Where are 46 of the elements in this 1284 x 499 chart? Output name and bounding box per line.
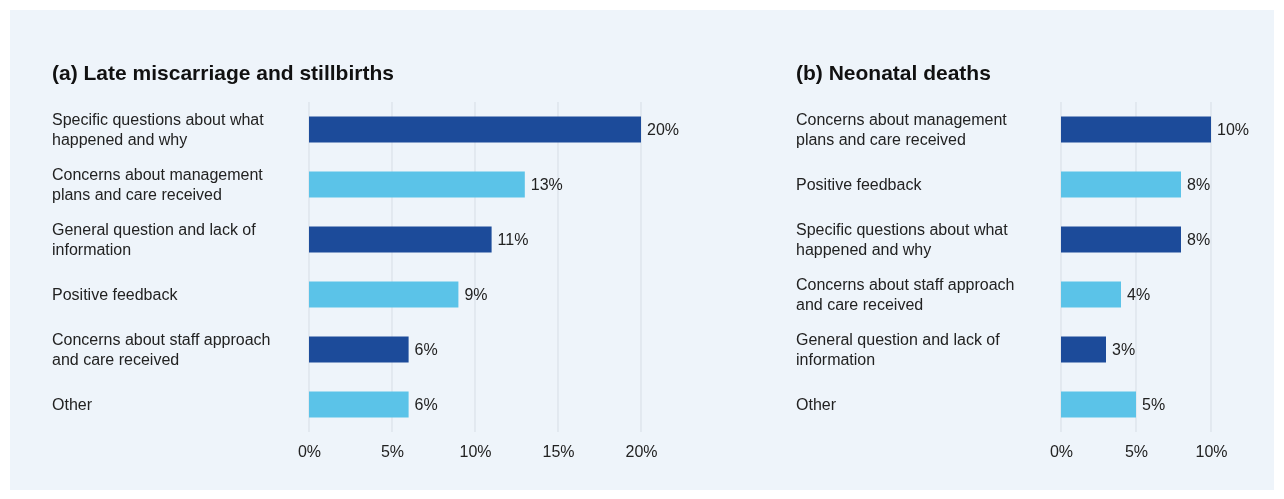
data-label: 5% (1142, 396, 1166, 414)
y-tick-label: Positive feedback (52, 286, 179, 304)
y-tick-label: Other (52, 396, 93, 414)
x-tick-label: 10% (1195, 443, 1228, 461)
y-tick-label: Concerns about staff approach and care received (796, 276, 1015, 314)
y-tick-label: Concerns about staff approach and care received (52, 331, 271, 369)
data-label: 20% (647, 121, 680, 139)
x-tick-label: 5% (1124, 443, 1149, 461)
data-label: 8% (1187, 176, 1211, 194)
bar (1061, 391, 1136, 418)
data-label: 6% (414, 341, 438, 359)
bar (309, 281, 459, 308)
bar (309, 171, 525, 198)
data-label: 11% (497, 231, 529, 249)
x-tick-label: 0% (1049, 443, 1074, 461)
chart-title: (a) Late miscarriage and stillbirths (52, 61, 394, 84)
x-tick-label: 5% (380, 443, 405, 461)
y-tick-label: Other (796, 396, 837, 414)
bar (309, 336, 409, 363)
x-tick-label: 0% (297, 443, 322, 461)
y-tick-label: Specific questions about what happened and why (52, 111, 265, 149)
y-tick-label: Concerns about management plans and care received (796, 111, 1008, 149)
data-label: 6% (414, 396, 438, 414)
data-label: 10% (1217, 121, 1250, 139)
bar (1061, 226, 1181, 253)
y-tick-label: General question and lack of information (52, 221, 257, 259)
bar (309, 226, 492, 253)
bar (1061, 336, 1106, 363)
y-tick-label: Concerns about management plans and care received (52, 166, 264, 204)
bar (1061, 171, 1181, 198)
bar (309, 116, 641, 143)
data-label: 9% (464, 286, 488, 304)
x-tick-label: 20% (625, 443, 658, 461)
bar (1061, 281, 1121, 308)
y-tick-label: Positive feedback (796, 176, 923, 194)
data-label: 13% (530, 176, 563, 194)
bar (1061, 116, 1211, 143)
data-label: 3% (1112, 341, 1136, 359)
data-label: 8% (1187, 231, 1211, 249)
chart-title: (b) Neonatal deaths (796, 61, 991, 84)
y-tick-label: Specific questions about what happened and why (796, 221, 1009, 259)
data-label: 4% (1127, 286, 1151, 304)
y-tick-label: General question and lack of information (796, 331, 1001, 369)
x-tick-label: 10% (459, 443, 492, 461)
x-tick-label: 15% (542, 443, 575, 461)
bar (309, 391, 409, 418)
